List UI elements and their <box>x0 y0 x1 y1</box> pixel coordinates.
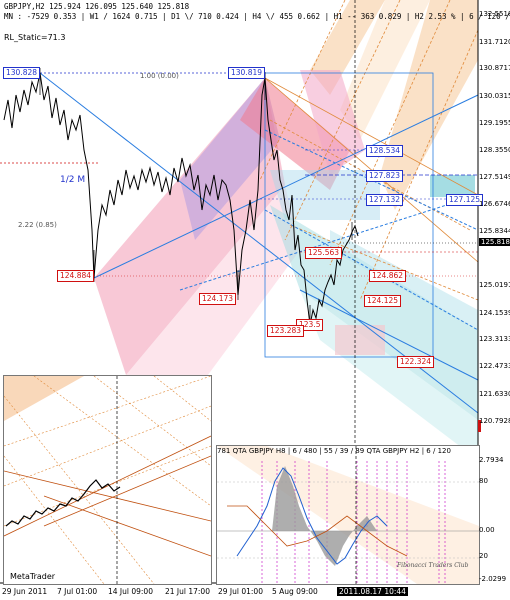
price-tag-127125: 127.125 <box>446 194 484 206</box>
metatrader-inset-chart[interactable]: MetaTrader <box>3 375 212 585</box>
price-tag-123283: 123.283 <box>267 325 305 337</box>
price-tag-127132: 127.132 <box>366 194 404 206</box>
price-tag-128534: 128.534 <box>366 145 404 157</box>
price-axis-tick: 131.7120 <box>479 38 510 46</box>
price-marker <box>478 420 481 432</box>
current-price-label: 125.818 <box>479 238 510 246</box>
metatrader-label: MetaTrader <box>10 572 56 581</box>
price-axis-tick: 125.0191 <box>479 281 510 289</box>
price-tag-124862: 124.862 <box>369 270 407 282</box>
blue-trend-lines <box>39 72 479 414</box>
date-axis-label: 29 Jul 01:00 <box>218 587 263 596</box>
indicator-axis-tick: 2.7934 <box>479 456 504 464</box>
price-axis-tick: 122.4733 <box>479 362 510 370</box>
price-tag-124884: 124.884 <box>57 270 95 282</box>
indicator-axis-tick: 20 <box>479 552 488 560</box>
fib-ratio-label: 2.22 (0.85) <box>18 221 57 229</box>
price-tag-122324: 122.324 <box>397 356 435 368</box>
price-tag-124173: 124.173 <box>199 293 237 305</box>
qta-indicator-panel[interactable]: 781 QTA GBPJPY H8 | 6 / 480 | 55 / 39 / … <box>216 445 480 585</box>
price-axis-tick: 125.8344 <box>479 227 510 235</box>
price-axis-tick: 130.0315 <box>479 92 510 100</box>
date-axis-label: 7 Jul 01:00 <box>57 587 98 596</box>
date-axis-label: 21 Jul 17:00 <box>165 587 210 596</box>
price-axis-tick: 129.1955 <box>479 119 510 127</box>
price-tag-125563: 125.563 <box>305 247 343 259</box>
price-axis-tick: 126.6746 <box>479 200 510 208</box>
indicator-label: RL_Static=71.3 <box>4 33 66 42</box>
indicator-canvas <box>217 446 479 584</box>
price-axis-tick: 127.5149 <box>479 173 510 181</box>
price-axis-tick: 120.7928 <box>479 417 510 425</box>
indicator-axis-tick: -2.0299 <box>479 575 507 583</box>
price-tag-130819: 130.819 <box>228 67 266 79</box>
price-axis-tick: 121.6330 <box>479 390 510 398</box>
price-axis-tick: 124.1539 <box>479 309 510 317</box>
chart-header-quote: GBPJPY,H2 125.924 126.095 125.640 125.81… <box>4 2 190 11</box>
cursor-date-label: 2011.08.17 10:44 <box>337 587 408 596</box>
inset-canvas <box>4 376 211 584</box>
price-tag-124125: 124.125 <box>364 295 402 307</box>
date-axis-label: 29 Jun 2011 <box>2 587 48 596</box>
date-axis-label: 5 Aug 09:00 <box>272 587 318 596</box>
indicator-axis-tick: 0.00 <box>479 526 495 534</box>
chart-header-timeframes: MN : -7529 0.353 | W1 / 1624 0.715 | D1 … <box>4 12 510 21</box>
indicator-header: 781 QTA GBPJPY H8 | 6 / 480 | 55 / 39 / … <box>217 447 451 455</box>
date-axis-label: 14 Jul 09:00 <box>108 587 153 596</box>
price-axis-tick: 130.8717 <box>479 64 510 72</box>
indicator-axis-tick: 80 <box>479 477 488 485</box>
projection-box <box>264 72 434 358</box>
price-tag-127823: 127.823 <box>366 170 404 182</box>
price-tag-130828: 130.828 <box>3 67 41 79</box>
price-axis-tick: 128.3550 <box>479 146 510 154</box>
fib-ratio-label-top: 1.00 (0.00) <box>140 72 179 80</box>
price-axis-tick: 132.5518 <box>479 10 510 18</box>
half-m-label: 1/2 M <box>60 175 86 185</box>
watermark-text: Fibonacci Traders Club <box>397 562 469 569</box>
price-axis-tick: 123.3133 <box>479 335 510 343</box>
